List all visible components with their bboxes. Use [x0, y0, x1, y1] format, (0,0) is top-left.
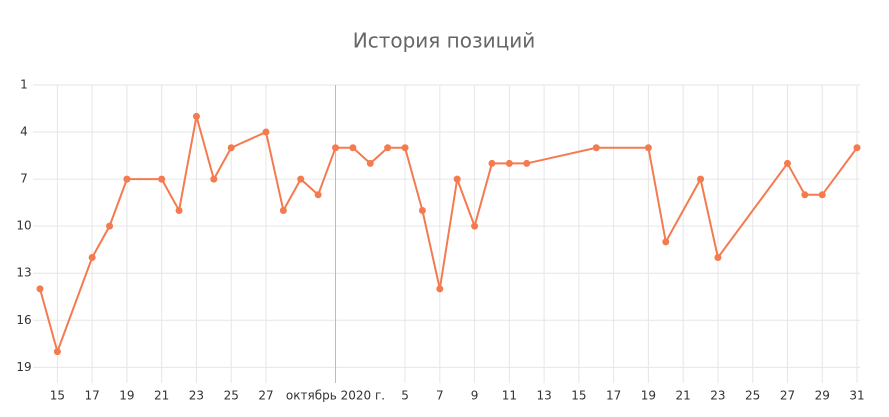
point	[314, 191, 322, 199]
point	[53, 348, 61, 356]
x-tick-label: 17	[606, 389, 621, 403]
point	[332, 144, 340, 152]
point	[453, 175, 461, 183]
point	[262, 128, 270, 136]
point	[471, 222, 479, 230]
point	[644, 144, 652, 152]
x-tick-label: октябрь 2020 г.	[286, 389, 385, 403]
line	[39, 116, 858, 355]
point	[436, 285, 444, 293]
x-tick-label: 15	[50, 389, 65, 403]
point	[192, 112, 200, 120]
point	[418, 206, 426, 214]
point	[175, 206, 183, 214]
y-tick-label: 16	[16, 313, 31, 327]
point	[210, 175, 218, 183]
x-tick-label: 17	[85, 389, 100, 403]
y-tick-label: 10	[16, 219, 31, 233]
point	[801, 191, 809, 199]
y-tick-label: 4	[20, 125, 28, 139]
x-tick-label: 15	[571, 389, 586, 403]
point	[36, 285, 44, 293]
x-tick-label: 5	[401, 389, 409, 403]
point	[592, 144, 600, 152]
point	[279, 206, 287, 214]
chart-title: История позиций	[353, 29, 535, 53]
point	[714, 254, 722, 262]
point	[523, 159, 531, 167]
y-tick-label: 19	[16, 360, 31, 374]
x-tick-label: 9	[471, 389, 479, 403]
point	[783, 159, 791, 167]
point	[697, 175, 705, 183]
x-tick-label: 13	[536, 389, 551, 403]
y-tick-label: 7	[20, 172, 28, 186]
point	[88, 254, 96, 262]
x-tick-label: 21	[154, 389, 169, 403]
point	[366, 159, 374, 167]
point	[158, 175, 166, 183]
x-tick-label: 31	[849, 389, 864, 403]
point	[853, 144, 861, 152]
x-tick-label: 23	[189, 389, 204, 403]
x-tick-label: 11	[502, 389, 517, 403]
x-tick-label: 23	[710, 389, 725, 403]
x-tick-label: 25	[745, 389, 760, 403]
y-tick-label: 13	[16, 266, 31, 280]
point	[488, 159, 496, 167]
point	[384, 144, 392, 152]
x-tick-label: 27	[258, 389, 273, 403]
x-tick-label: 19	[641, 389, 656, 403]
x-tick-label: 21	[676, 389, 691, 403]
point	[297, 175, 305, 183]
point	[106, 222, 114, 230]
x-tick-label: 25	[224, 389, 239, 403]
x-tick-label: 19	[119, 389, 134, 403]
point	[227, 144, 235, 152]
x-tick-label: 7	[436, 389, 444, 403]
point	[349, 144, 357, 152]
x-tick-label: 27	[780, 389, 795, 403]
point	[401, 144, 409, 152]
x-tick-label: 29	[815, 389, 830, 403]
y-tick-label: 1	[20, 78, 28, 92]
point	[818, 191, 826, 199]
point	[123, 175, 131, 183]
point	[505, 159, 513, 167]
point	[662, 238, 670, 246]
